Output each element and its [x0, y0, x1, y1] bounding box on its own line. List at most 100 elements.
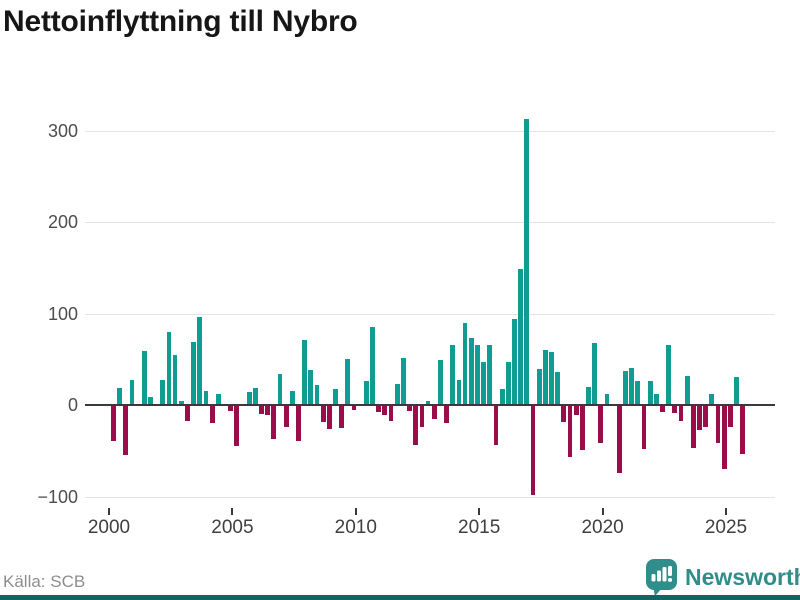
y-axis-label: 200: [47, 212, 78, 232]
chart-title: Nettoinflyttning till Nybro: [3, 5, 358, 38]
source-caption: Källa: SCB: [3, 572, 86, 591]
x-axis-label: 2015: [458, 517, 501, 538]
bar-negative: [579, 406, 585, 450]
bar-positive: [462, 322, 468, 404]
bar-positive: [487, 345, 493, 404]
bar-positive: [549, 351, 554, 404]
bar-negative: [493, 406, 499, 446]
bar-negative: [431, 406, 437, 419]
y-axis-label: 300: [47, 120, 78, 141]
y-axis-label: −100: [37, 486, 78, 507]
x-axis-label: 2010: [334, 517, 377, 538]
gridline-200: [85, 222, 775, 223]
bar-negative: [209, 406, 215, 424]
bar-negative: [660, 406, 665, 413]
bar-negative: [697, 406, 702, 430]
x-axis-tick: [725, 508, 727, 515]
bar-positive: [191, 341, 196, 404]
bar-negative: [561, 406, 567, 422]
bar-positive: [425, 401, 431, 404]
bar-positive: [481, 361, 486, 404]
x-axis-label: 2025: [704, 517, 748, 538]
bar-positive: [160, 380, 166, 404]
gridline-100: [85, 313, 775, 315]
bar-positive: [592, 342, 598, 404]
bar-negative: [721, 406, 727, 470]
bar-negative: [740, 406, 746, 455]
bar-negative: [228, 406, 234, 411]
bar-negative: [326, 406, 332, 429]
bar-positive: [178, 401, 184, 404]
bar-negative: [567, 406, 573, 458]
bar-positive: [635, 381, 641, 404]
newsworthy-bubble-chart-icon: [645, 558, 678, 596]
bar-negative: [351, 406, 357, 410]
bar-positive: [252, 388, 258, 404]
bar-positive: [333, 389, 338, 404]
bar-positive: [555, 371, 561, 404]
bar-negative: [715, 406, 721, 443]
x-axis-tick: [601, 508, 604, 515]
bar-negative: [444, 406, 449, 424]
bar-positive: [400, 358, 406, 404]
bar-positive: [734, 376, 739, 404]
bar-positive: [394, 383, 400, 404]
bar-positive: [345, 359, 351, 404]
bar-positive: [141, 350, 147, 404]
bar-negative: [339, 406, 345, 428]
bar-negative: [388, 406, 394, 421]
bar-negative: [382, 406, 388, 416]
bar-positive: [666, 345, 672, 404]
bar-positive: [197, 317, 203, 404]
bar-positive: [277, 373, 283, 404]
x-axis-tick: [108, 508, 110, 515]
bar-negative: [703, 406, 709, 428]
x-axis-label: 2000: [87, 517, 131, 538]
gridline-300: [85, 130, 775, 132]
bar-positive: [475, 344, 480, 404]
bar-positive: [604, 393, 610, 404]
bar-positive: [524, 119, 530, 404]
bar-positive: [468, 338, 474, 404]
bar-positive: [512, 318, 517, 404]
bar-negative: [185, 406, 190, 421]
bar-positive: [456, 380, 462, 404]
newsworthy-logo-link[interactable]: Newsworthy: [645, 558, 800, 596]
x-axis-tick: [231, 508, 234, 515]
bar-negative: [690, 406, 696, 449]
bar-positive: [586, 386, 591, 404]
bar-positive: [203, 391, 209, 404]
bar-negative: [728, 406, 733, 428]
newsworthy-wordmark: Newsworthy: [685, 563, 800, 590]
footer-accent-bar: [0, 595, 800, 600]
x-axis-label: 2020: [581, 517, 624, 538]
bar-positive: [505, 361, 511, 404]
bar-positive: [499, 389, 505, 404]
bar-positive: [709, 393, 715, 404]
y-axis-label: 100: [47, 303, 78, 324]
bar-negative: [598, 406, 604, 443]
bar-negative: [111, 406, 116, 441]
bar-negative: [376, 406, 382, 413]
bar-positive: [363, 381, 369, 404]
bar-positive: [129, 380, 135, 404]
bar-positive: [629, 368, 635, 404]
bar-negative: [283, 406, 289, 428]
bar-positive: [117, 387, 122, 404]
bar-positive: [302, 339, 308, 404]
x-axis-tick: [478, 508, 481, 515]
bar-positive: [370, 327, 375, 404]
bar-positive: [166, 331, 172, 404]
x-axis-tick: [354, 508, 357, 515]
bar-negative: [413, 406, 419, 446]
bar-positive: [246, 392, 252, 404]
bar-positive: [172, 354, 178, 404]
bar-negative: [271, 406, 277, 439]
bar-positive: [314, 384, 320, 404]
bar-negative: [672, 406, 678, 414]
bar-positive: [518, 269, 524, 404]
bar-positive: [542, 350, 548, 404]
bar-negative: [641, 406, 647, 449]
zero-axis-line: [85, 404, 775, 406]
